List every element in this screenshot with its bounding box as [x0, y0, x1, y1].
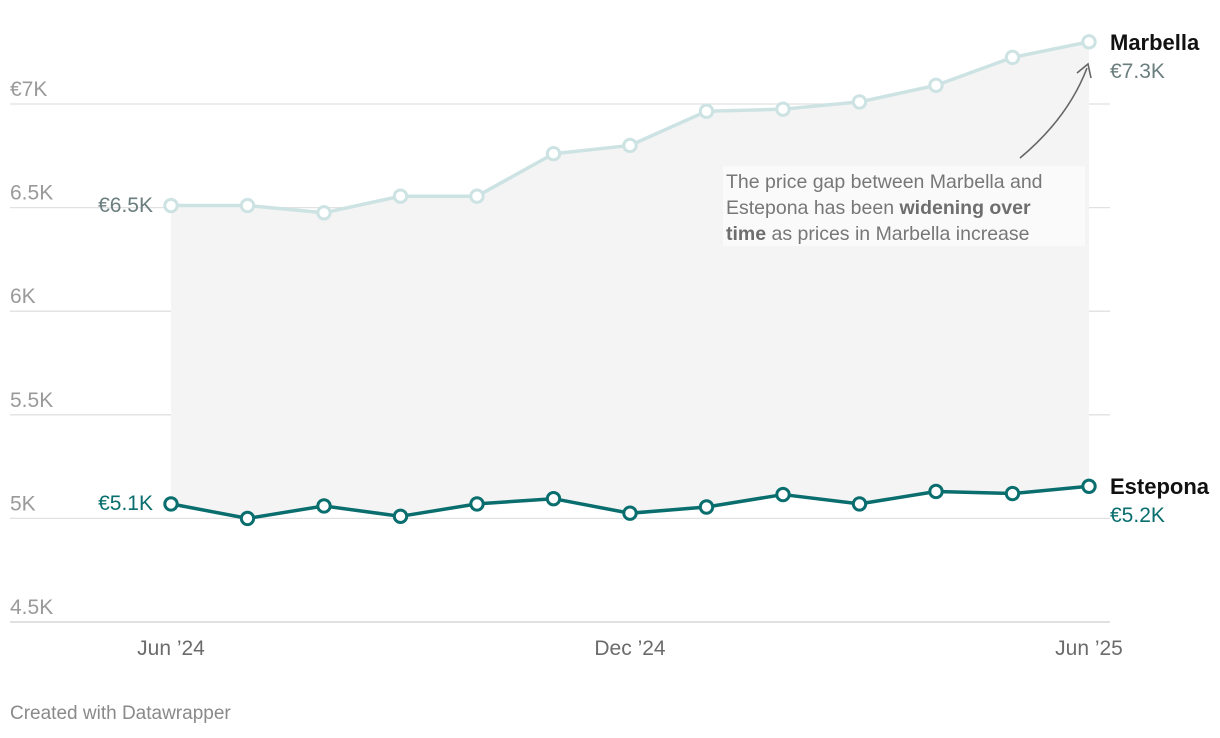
- annotation-line-3: time as prices in Marbella increase: [726, 223, 1029, 245]
- marbella-point: [928, 77, 944, 94]
- estepona-point: [469, 496, 485, 512]
- marbella-point: [163, 197, 179, 214]
- series-labels: €6.5K €5.1K Marbella €7.3K Estepona €5.2…: [98, 30, 1210, 527]
- estepona-point: [1081, 478, 1097, 494]
- marbella-end-name: Marbella: [1110, 30, 1200, 55]
- credit-text: Created with Datawrapper: [10, 703, 231, 724]
- marbella-point: [469, 188, 485, 204]
- estepona-point: [775, 486, 791, 503]
- series-group: [163, 34, 1097, 527]
- estepona-point: [392, 508, 409, 525]
- annotation-arrowhead: [1076, 62, 1092, 79]
- estepona-point: [928, 483, 944, 500]
- marbella-point: [392, 188, 409, 204]
- annotation: The price gap between Marbella and Estep…: [723, 62, 1092, 246]
- marbella-point: [316, 205, 332, 221]
- estepona-point: [545, 491, 562, 507]
- y-tick-label: 5K: [10, 492, 36, 515]
- marbella-point: [775, 101, 791, 117]
- estepona-point: [698, 499, 715, 515]
- y-tick-label: 6.5K: [10, 182, 53, 205]
- x-axis-ticks: Jun ’24 Dec ’24 Jun ’25: [137, 637, 1123, 660]
- y-axis-ticks: 4.5K 5K 5.5K 6K 6.5K €7K: [10, 78, 53, 619]
- estepona-point: [239, 510, 256, 527]
- estepona-point: [622, 505, 638, 521]
- x-tick-label: Jun ’24: [137, 637, 205, 660]
- marbella-end-value: €7.3K: [1110, 60, 1165, 83]
- marbella-point: [1004, 49, 1021, 66]
- annotation-line-1: The price gap between Marbella and: [726, 171, 1043, 193]
- estepona-end-value: €5.2K: [1110, 504, 1165, 527]
- estepona-point: [1004, 485, 1021, 502]
- estepona-point: [851, 496, 868, 512]
- marbella-start-label: €6.5K: [98, 194, 153, 217]
- annotation-line-2: Estepona has been widening over: [726, 197, 1031, 219]
- y-tick-label: 4.5K: [10, 596, 53, 619]
- estepona-point: [316, 498, 332, 514]
- estepona-start-label: €5.1K: [98, 492, 153, 515]
- marbella-point: [622, 137, 638, 154]
- y-tick-label: 5.5K: [10, 389, 53, 412]
- marbella-point: [545, 146, 562, 162]
- marbella-point: [851, 94, 868, 110]
- annotation-arrow: [1019, 67, 1088, 159]
- estepona-end-name: Estepona: [1110, 474, 1210, 499]
- marbella-point: [239, 197, 256, 214]
- y-tick-label: 6K: [10, 285, 36, 308]
- x-tick-label: Jun ’25: [1055, 637, 1123, 660]
- x-tick-label: Dec ’24: [594, 637, 666, 660]
- marbella-point: [1081, 34, 1097, 50]
- marbella-point: [698, 103, 715, 119]
- y-tick-label: €7K: [10, 78, 47, 101]
- estepona-point: [163, 496, 179, 512]
- gap-area: [171, 41, 1089, 519]
